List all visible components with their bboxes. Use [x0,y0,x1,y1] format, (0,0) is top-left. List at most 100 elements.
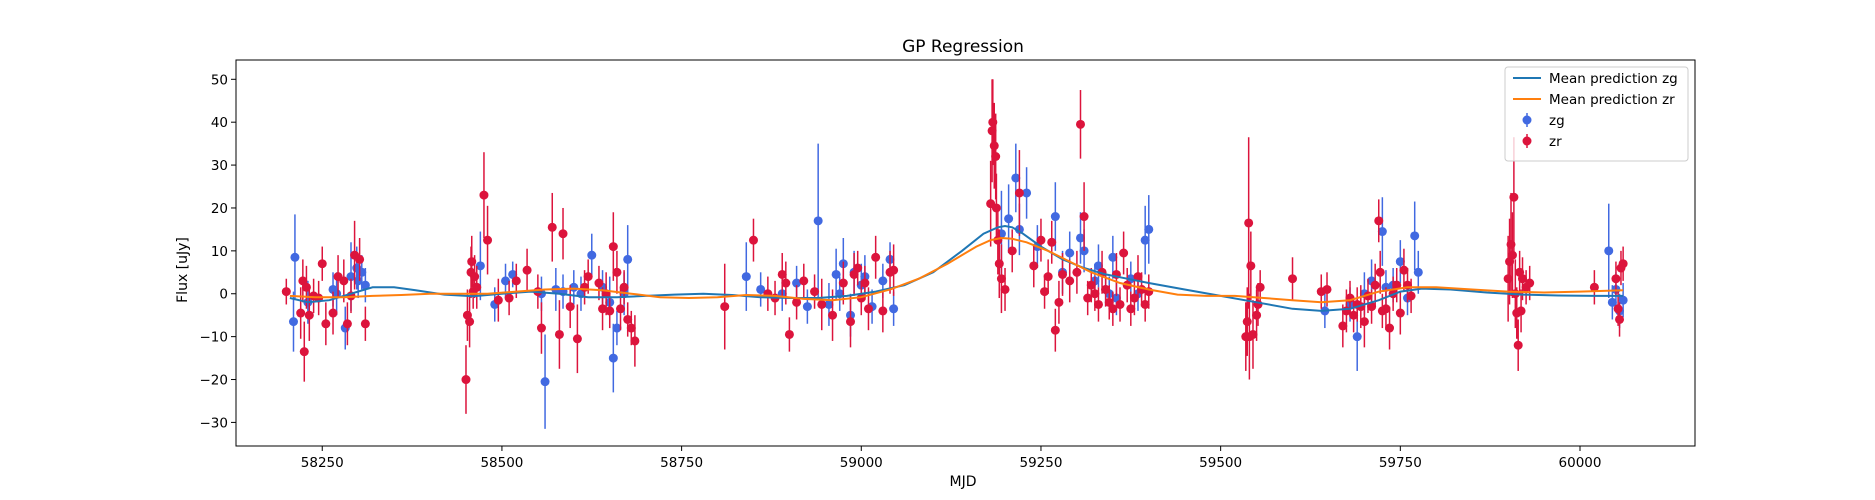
zr-data-point [1000,284,1010,294]
zg-data-point [831,269,841,279]
zg-data-point [288,317,298,327]
zr-data-point [1043,272,1053,282]
zr-data-point [1359,317,1369,327]
zr-data-point [493,295,503,305]
zr-data-point [317,259,327,269]
zg-data-point [608,353,618,363]
zr-data-point [1126,304,1136,314]
zr-data-point [748,235,758,245]
zg-data-point [889,304,899,314]
plot-frame [235,59,1696,447]
zr-data-point [1050,325,1060,335]
zr-data-point [504,293,514,303]
zr-data-point [1349,310,1359,320]
zg-data-point [1395,257,1405,267]
line-Mean prediction zg [289,224,1624,312]
zr-data-point [846,317,856,327]
zr-data-point [522,265,532,275]
zr-data-point [470,272,480,282]
y-tick-label: 30 [211,158,228,174]
zg-data-point [1022,188,1032,198]
legend-swatch-zr [1522,136,1532,146]
zr-data-point [991,203,1001,213]
line-Mean prediction zr [289,236,1624,304]
zg-data-point [1075,233,1085,243]
zg-data-point [1140,235,1150,245]
zr-data-point [860,278,870,288]
y-tick-label: −20 [200,373,229,389]
zg-data-point [1607,297,1617,307]
zr-data-point [1244,218,1254,228]
zr-data-point [1375,267,1385,277]
zg-data-point [1410,231,1420,241]
zr-data-point [1129,293,1139,303]
zr-data-point [1065,276,1075,286]
zr-data-point [792,297,802,307]
zg-data-point [587,250,597,260]
zr-data-point [781,278,791,288]
x-tick-label: 58500 [480,455,523,471]
zr-data-point [304,310,314,320]
y-tick-label: 10 [211,244,228,260]
y-tick-label: −30 [200,415,229,431]
zr-data-point [1338,321,1348,331]
zg-data-point [1413,267,1423,277]
zr-data-point [1115,299,1125,309]
zg-data-point [1604,246,1614,256]
zr-data-point [465,317,475,327]
zr-data-point [1322,284,1332,294]
zr-data-point [1007,246,1017,256]
zr-data-point [871,252,881,262]
y-tick-label: 50 [211,72,228,88]
zr-data-point [1613,304,1623,314]
zg-data-point [824,299,834,309]
plot-data-layer [281,79,1628,429]
zg-data-point [346,272,356,282]
zg-data-point [813,216,823,226]
zr-data-point [612,267,622,277]
zr-data-point [1374,216,1384,226]
zr-data-point [1058,269,1068,279]
zr-data-point [472,282,482,292]
zr-data-point [1385,323,1395,333]
zr-data-point [626,323,636,333]
zr-data-point [1618,259,1628,269]
zr-data-point [1242,317,1252,327]
zr-data-point [1381,304,1391,314]
zg-data-point [1144,224,1154,234]
zg-data-point [741,272,751,282]
zg-data-point [1050,212,1060,222]
zr-data-point [483,235,493,245]
axes: 58250 58500 58750 59000 59250 59500 59750 60000… [200,59,1696,471]
zr-data-point [777,269,787,279]
y-tick-label: 40 [211,115,228,131]
zr-data-point [1119,248,1129,258]
zg-data-point [1011,173,1021,183]
zr-data-point [583,272,593,282]
zr-data-point [623,314,633,324]
zg-data-point [360,280,370,290]
zr-data-point [355,254,365,264]
zr-data-point [1086,280,1096,290]
zr-data-point [810,287,820,297]
zr-data-point [1516,306,1526,316]
zr-data-point [1589,282,1599,292]
legend: Mean prediction zg Mean prediction zr zg zr [1504,66,1689,162]
zr-data-point [1054,297,1064,307]
zg-data-point [290,252,300,262]
zr-data-point [1083,293,1093,303]
zr-data-point [1615,314,1625,324]
zg-data-point [332,289,342,299]
zr-data-point [608,242,618,252]
zg-data-point [756,284,766,294]
zr-data-point [536,323,546,333]
y-tick-label: 0 [219,287,228,303]
zr-data-point [281,287,291,297]
zr-data-point [630,336,640,346]
zg-data-point [1377,227,1387,237]
zg-data-point [540,377,550,387]
zr-data-point [1075,119,1085,129]
zr-data-point [619,282,629,292]
legend-swatch-zg [1522,115,1532,125]
legend-label-zg: zg [1549,113,1565,129]
